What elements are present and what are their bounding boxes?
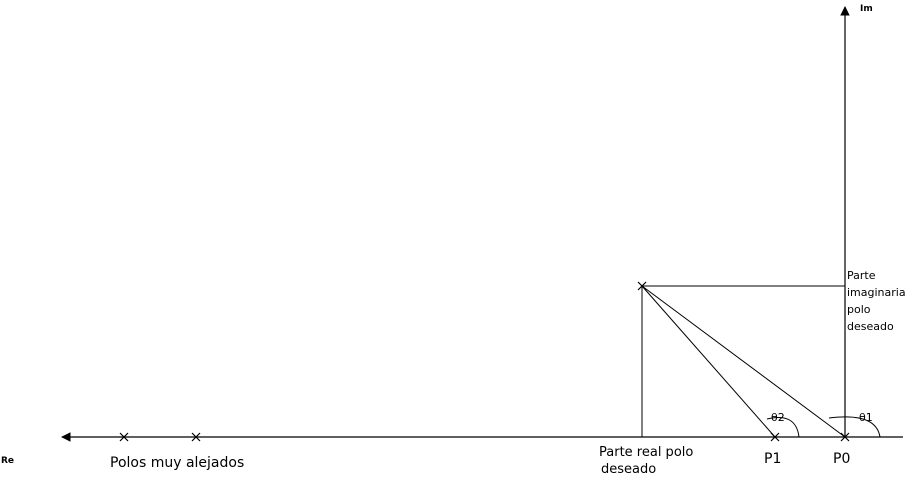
pole-p0-marker bbox=[840, 432, 850, 442]
real-axis-label: Re bbox=[1, 456, 14, 466]
far-pole-marker-2 bbox=[191, 432, 201, 442]
imag-part-label-line2: imaginaria bbox=[847, 286, 905, 299]
far-poles-label: Polos muy alejados bbox=[110, 455, 244, 471]
line-desired-pole-to-p1 bbox=[641, 285, 776, 438]
desired-pole-marker bbox=[637, 281, 647, 291]
imag-part-label-line3: polo bbox=[847, 303, 871, 316]
theta2-label: θ2 bbox=[771, 411, 785, 424]
line-desired-pole-to-p0 bbox=[641, 285, 846, 438]
far-pole-marker-1 bbox=[119, 432, 129, 442]
p1-label: P1 bbox=[764, 451, 781, 467]
real-part-label-line1: Parte real polo bbox=[599, 445, 693, 460]
pole-p1-marker bbox=[770, 432, 780, 442]
theta1-arc bbox=[828, 416, 881, 438]
imag-axis-label: Im bbox=[860, 4, 873, 14]
theta2-arc bbox=[766, 417, 800, 438]
real-part-label-line2: deseado bbox=[601, 462, 656, 477]
imag-part-label-line1: Parte bbox=[847, 269, 876, 282]
theta1-label: θ1 bbox=[859, 411, 873, 424]
p0-label: P0 bbox=[833, 451, 850, 467]
imag-part-label-line4: deseado bbox=[847, 320, 894, 333]
